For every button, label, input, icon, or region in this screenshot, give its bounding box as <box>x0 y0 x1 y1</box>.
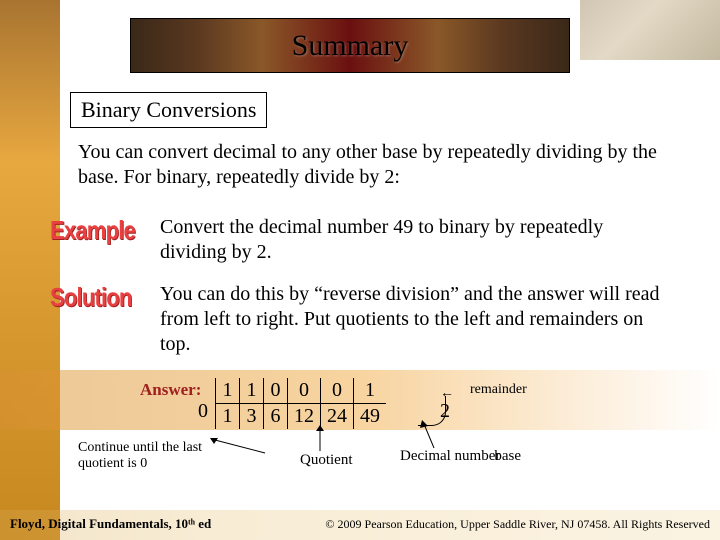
example-block: Convert the decimal number 49 to binary … <box>160 215 670 265</box>
subtitle: Binary Conversions <box>81 97 256 122</box>
continue-note: Continue until the last quotient is 0 <box>78 440 218 472</box>
quotient-cell: 6 <box>264 404 288 430</box>
subtitle-box: Binary Conversions <box>70 92 267 128</box>
remainder-cell: 1 <box>216 378 240 404</box>
decimal-text: Decimal number <box>400 448 500 464</box>
arrow-up-decimal-icon <box>420 420 440 450</box>
solution-text: You can do this by “reverse division” an… <box>160 282 670 357</box>
answer-label: Answer: <box>140 380 201 400</box>
title-banner: Summary <box>130 18 570 73</box>
remainder-cell: 1 <box>354 378 387 404</box>
remainder-cell: 1 <box>240 378 264 404</box>
solution-label: Solution <box>50 282 132 313</box>
arrow-to-zero-icon <box>210 438 270 458</box>
solution-block: You can do this by “reverse division” an… <box>160 282 670 357</box>
background-corner <box>580 0 720 60</box>
example-label: Example <box>50 215 135 246</box>
division-base: 2 <box>440 400 450 423</box>
final-quotient-zero: 0 <box>198 400 208 423</box>
remainder-cell: 0 <box>321 378 354 404</box>
footer-left: Floyd, Digital Fundamentals, 10ᵗʰ ed <box>10 516 211 532</box>
remainder-row: 1 1 0 0 0 1 <box>216 378 387 404</box>
base-text: base <box>494 448 521 464</box>
intro-paragraph: You can convert decimal to any other bas… <box>78 140 668 190</box>
reverse-division-table: 1 1 0 0 0 1 1 3 6 12 24 49 <box>215 378 386 429</box>
arrow-left-icon: ← <box>440 386 454 402</box>
quotient-annotation: Quotient <box>300 452 353 469</box>
example-text: Convert the decimal number 49 to binary … <box>160 215 670 265</box>
remainder-cell: 0 <box>264 378 288 404</box>
quotient-cell: 3 <box>240 404 264 430</box>
footer-right: © 2009 Pearson Education, Upper Saddle R… <box>325 517 710 532</box>
quotient-cell: 49 <box>354 404 387 430</box>
remainder-annotation: remainder <box>470 382 527 398</box>
quotient-row: 1 3 6 12 24 49 <box>216 404 387 430</box>
intro-text: You can convert decimal to any other bas… <box>78 140 668 190</box>
page-title: Summary <box>292 29 409 63</box>
quotient-cell: 1 <box>216 404 240 430</box>
remainder-cell: 0 <box>288 378 321 404</box>
arrow-up-quotient-icon <box>314 425 326 453</box>
decimal-annotation: Decimal numberbase <box>400 448 521 465</box>
background-left-strip <box>0 0 60 540</box>
